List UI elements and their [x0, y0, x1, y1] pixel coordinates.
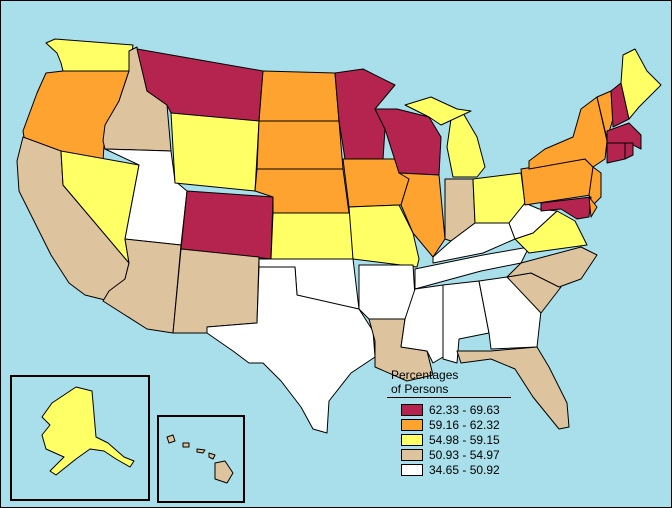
legend-title-line1: Percentages [391, 368, 459, 382]
legend-items: 62.33 - 69.63 59.16 - 62.32 54.98 - 59.1… [387, 402, 517, 477]
legend-rule [387, 397, 511, 398]
state-missouri[interactable] [348, 204, 420, 268]
legend-item-class5: 34.65 - 50.92 [387, 462, 517, 477]
legend-label: 62.33 - 69.63 [429, 402, 500, 417]
state-hawaii[interactable] [166, 434, 234, 484]
legend-label: 54.98 - 59.15 [429, 432, 500, 447]
state-michigan-upper[interactable] [404, 96, 472, 126]
state-illinois[interactable] [398, 172, 446, 258]
legend-label: 34.65 - 50.92 [429, 462, 500, 477]
state-florida[interactable] [456, 346, 570, 430]
alaska-inset [10, 375, 150, 501]
legend-swatch [401, 463, 423, 476]
state-north-carolina[interactable] [506, 246, 598, 288]
state-new-york[interactable] [528, 96, 608, 170]
state-wisconsin[interactable] [374, 108, 442, 176]
state-arkansas[interactable] [358, 264, 416, 320]
legend-item-class2: 59.16 - 62.32 [387, 417, 517, 432]
legend: Percentages of Persons 62.33 - 69.63 59.… [387, 368, 517, 477]
state-maryland[interactable] [540, 196, 592, 220]
state-kansas[interactable] [270, 212, 354, 260]
legend-item-class3: 54.98 - 59.15 [387, 432, 517, 447]
legend-item-class4: 50.93 - 54.97 [387, 447, 517, 462]
legend-swatch [401, 448, 423, 461]
state-washington[interactable] [45, 38, 134, 72]
state-new-mexico[interactable] [172, 248, 260, 334]
legend-label: 50.93 - 54.97 [429, 447, 500, 462]
state-colorado[interactable] [180, 190, 274, 260]
state-maine[interactable] [620, 48, 662, 120]
state-delaware[interactable] [588, 196, 598, 218]
state-alaska[interactable] [41, 386, 135, 476]
legend-title-line2: of Persons [391, 382, 449, 396]
legend-label: 59.16 - 62.32 [429, 417, 500, 432]
legend-item-class1: 62.33 - 69.63 [387, 402, 517, 417]
state-north-dakota[interactable] [258, 70, 340, 122]
legend-swatch [401, 433, 423, 446]
state-new-jersey[interactable] [588, 166, 602, 206]
state-rhode-island[interactable] [624, 142, 634, 160]
legend-swatch [401, 403, 423, 416]
state-south-dakota[interactable] [256, 120, 344, 170]
hawaii-inset [157, 415, 245, 503]
state-michigan-lower[interactable] [446, 112, 486, 178]
legend-swatch [401, 418, 423, 431]
state-connecticut[interactable] [606, 142, 626, 164]
state-wyoming[interactable] [170, 112, 260, 192]
